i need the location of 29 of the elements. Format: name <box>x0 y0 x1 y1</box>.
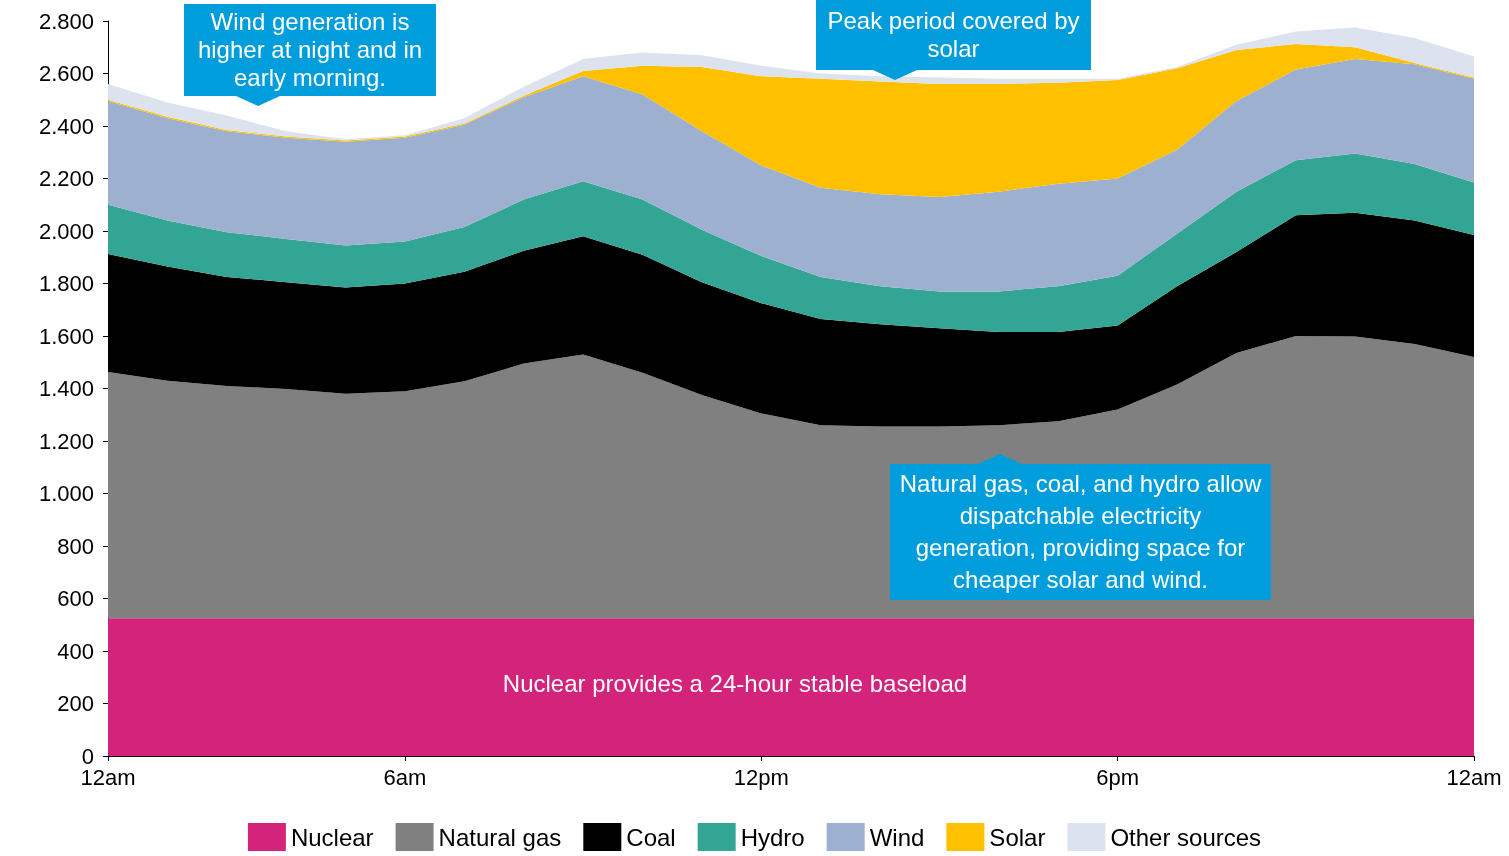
y-tick-label: 1.800 <box>38 271 94 296</box>
legend-label: Other sources <box>1110 823 1262 851</box>
y-tick-label: 1.200 <box>38 428 94 454</box>
y-tick-label: 600 <box>57 586 94 611</box>
y-tick-label: 2.400 <box>38 113 94 139</box>
y-tick-label: 200 <box>57 691 94 716</box>
y-tick-label: 2.600 <box>38 61 94 86</box>
x-tick-label: 12am <box>1446 764 1502 790</box>
y-tick-label: 1.400 <box>38 376 94 401</box>
legend-label: Wind <box>869 823 925 851</box>
annotation: Nuclear provides a 24-hour stable baseload <box>502 670 968 697</box>
annotation: Wind generation is higher at night and in early morning. <box>196 8 424 92</box>
y-tick-label: 1.600 <box>38 323 94 349</box>
y-tick-label: 2.800 <box>38 8 94 34</box>
y-tick-label: 800 <box>57 533 94 559</box>
y-tick-label: 400 <box>57 638 94 664</box>
legend-label: Solar <box>989 823 1046 851</box>
x-tick-label: 6am <box>383 764 427 790</box>
y-tick-label: 1.000 <box>38 481 94 506</box>
y-tick-label: 2.200 <box>38 166 94 191</box>
legend-label: Coal <box>626 823 676 851</box>
annotation: Peak period covered by solar <box>826 7 1081 63</box>
legend-label: Nuclear <box>290 823 374 851</box>
x-tick-label: 12pm <box>733 764 789 790</box>
annotation: Natural gas, coal, and hydro allow dispatchable electricity generation, providing space for cheaper solar and wind. <box>898 469 1263 595</box>
legend-label: Hydro <box>740 823 805 851</box>
x-tick-label: 6pm <box>1096 764 1140 790</box>
legend-label: Natural gas <box>438 823 562 851</box>
y-tick-label: 2.000 <box>38 218 94 244</box>
